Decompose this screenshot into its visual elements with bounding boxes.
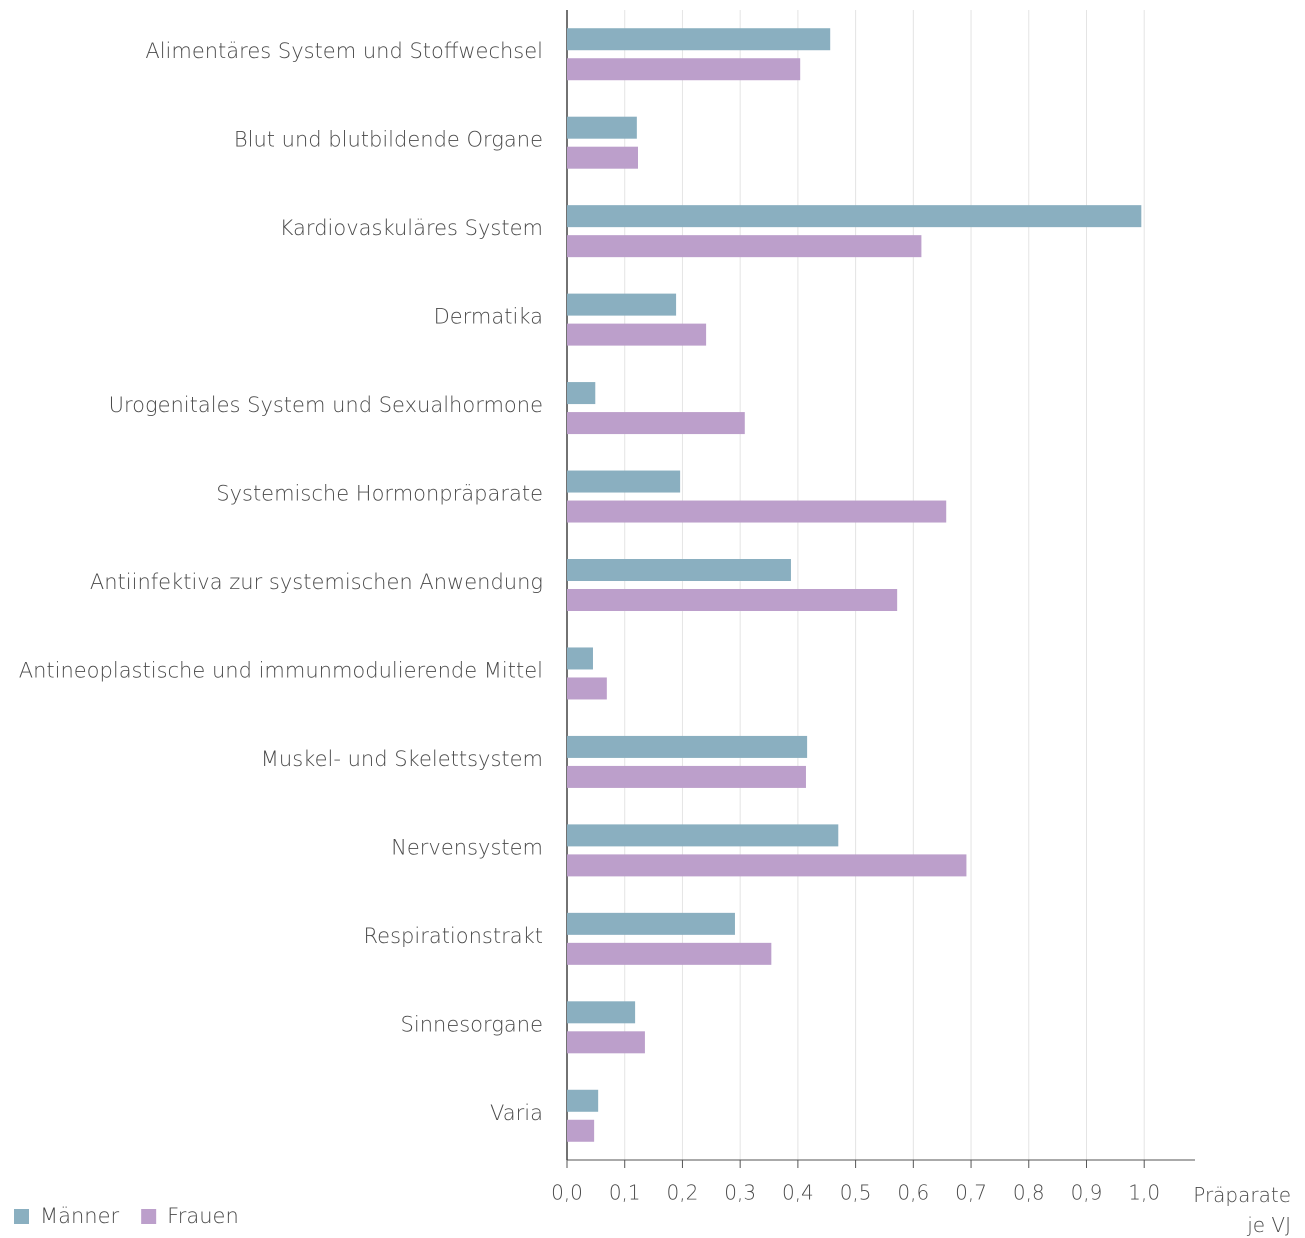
bar: [567, 824, 839, 847]
legend-swatch: [14, 1209, 29, 1224]
y-tick-label: Systemische Hormonpräparate: [216, 482, 543, 506]
x-tick-label: 0,7: [955, 1181, 987, 1205]
bar: [567, 1001, 636, 1024]
bar: [567, 1031, 645, 1054]
y-tick-label: Kardiovaskuläres System: [280, 216, 543, 240]
bar: [567, 235, 922, 258]
bar: [567, 912, 735, 935]
y-tick-label: Nervensystem: [391, 835, 543, 859]
x-tick-label: 1,0: [1128, 1181, 1160, 1205]
bar: [567, 146, 638, 169]
bar: [567, 500, 947, 523]
y-tick-label: Muskel- und Skelettsystem: [261, 747, 543, 771]
bar: [567, 116, 637, 139]
bar: [567, 735, 808, 758]
bar: [567, 559, 791, 581]
bar: [567, 382, 596, 405]
x-tick-label: 0,1: [609, 1181, 641, 1205]
y-tick-label: Varia: [490, 1101, 543, 1125]
x-axis-label: Präparate je VJ: [1193, 1183, 1291, 1237]
legend-label: Frauen: [167, 1204, 239, 1228]
bar: [567, 58, 801, 81]
y-tick-label: Alimentäres System und Stoffwechsel: [145, 39, 543, 63]
bar: [567, 765, 806, 788]
bar: [567, 323, 707, 346]
bar: [567, 942, 772, 965]
bar: [567, 1089, 599, 1112]
bar: [567, 647, 593, 670]
legend-swatch: [141, 1209, 157, 1224]
x-tick-label: 0,8: [1013, 1181, 1045, 1205]
bar: [567, 412, 745, 435]
bar: [567, 293, 677, 316]
x-tick-label: 0,3: [724, 1181, 756, 1205]
bar: [567, 1119, 595, 1142]
x-tick-label: 0,6: [897, 1181, 929, 1205]
x-tick-label: 0,9: [1071, 1181, 1103, 1205]
y-tick-label: Dermatika: [434, 305, 543, 329]
legend-label: Männer: [40, 1204, 120, 1228]
y-tick-label: Antineoplastische und immunmodulierende …: [19, 658, 543, 682]
y-tick-label: Sinnesorgane: [401, 1012, 543, 1036]
bar: [567, 205, 1142, 228]
bar: [567, 854, 967, 877]
y-tick-label: Respirationstrakt: [364, 924, 543, 948]
x-tick-label: 0,2: [667, 1181, 699, 1205]
bar: [567, 589, 898, 611]
bar: [567, 677, 607, 700]
y-tick-label: Blut und blutbildende Organe: [234, 128, 543, 152]
bar: [567, 28, 831, 51]
bar: [567, 470, 681, 493]
x-tick-label: 0,0: [551, 1181, 583, 1205]
x-tick-label: 0,5: [840, 1181, 872, 1205]
y-tick-label: Urogenitales System und Sexualhormone: [109, 393, 543, 417]
y-tick-label: Antiinfektiva zur systemischen Anwendung: [90, 570, 543, 594]
x-tick-label: 0,4: [782, 1181, 814, 1205]
